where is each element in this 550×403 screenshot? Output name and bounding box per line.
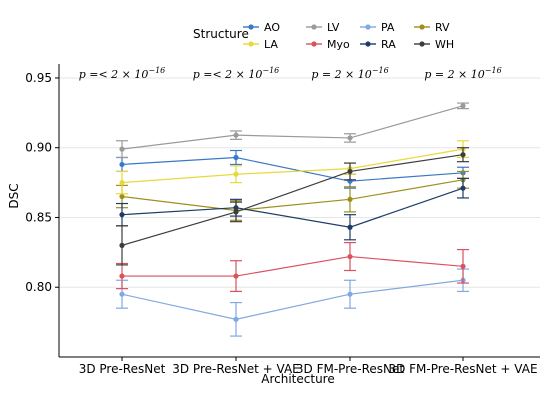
y-tick-label: 0.90 [25,141,52,155]
data-point [347,196,353,202]
data-point [233,154,239,161]
y-tick-label: 0.95 [25,71,52,85]
data-point [347,135,353,141]
data-point [460,185,466,191]
data-point [119,161,125,168]
legend-item-lv: LV [306,21,340,34]
legend-item-ra: RA [360,38,396,51]
series-ao [116,149,469,189]
x-tick-label: 3D Pre-ResNet + VAE [172,362,300,376]
y-tick-label: 0.80 [25,280,52,294]
series-myo [116,241,469,293]
data-point [233,316,239,322]
legend-label: AO [264,21,280,34]
data-point [347,224,353,230]
legend-label: Myo [327,38,350,51]
series-ra [116,177,469,241]
y-tick-label: 0.85 [25,210,52,224]
data-point [233,209,239,215]
x-tick-label: 3D FM-Pre-ResNet + VAE [388,362,537,376]
data-point [347,291,353,297]
data-point [233,273,239,279]
plot-area: p =< 2 × 10−16 p =< 2 × 10−16 p = 2 × 10−1… [25,64,540,376]
data-point [119,193,125,200]
data-point [119,273,125,279]
p-value-annotation: p = 2 × 10−16 [311,66,388,81]
legend-item-rv: RV [414,21,450,34]
legend-title: Structure [193,27,249,41]
data-point [460,152,466,158]
legend-label: RA [381,38,396,51]
series-line [121,154,464,246]
data-point [233,171,239,177]
p-value-annotation: p =< 2 × 10−16 [79,66,166,81]
legend-label: WH [435,38,454,51]
p-value-annotation: p = 2 × 10−16 [424,66,501,81]
series-line [121,179,464,212]
data-point [460,263,466,269]
legend-item-myo: Myo [306,38,350,51]
data-point [347,253,353,260]
legend-swatch-point [419,24,425,30]
x-axis-title: Architecture [261,372,334,386]
data-point [119,179,125,186]
data-point [233,132,239,138]
p-value-annotation: p =< 2 × 10−16 [193,66,280,81]
legend-swatch-point [311,24,317,30]
series-rv [116,170,469,221]
data-point [119,212,125,218]
legend: Structure AO LV PA RV LA Myo RA WH [193,21,454,51]
legend-item-pa: PA [360,21,395,34]
series-line [122,255,464,277]
legend-label: LA [264,38,278,51]
legend-swatch-point [419,41,425,47]
x-tick-label: 3D Pre-ResNet [79,362,166,376]
y-axis-title: DSC [7,183,21,208]
data-point [119,146,125,152]
legend-label: RV [435,21,450,34]
series-line [121,105,464,150]
data-point [347,168,353,175]
series-line [121,187,464,228]
series-wh [116,147,469,266]
legend-item-ao: AO [243,21,280,34]
series-lv [116,102,469,159]
legend-item-wh: WH [414,38,454,51]
data-point [119,291,125,297]
series-la [116,140,469,195]
series-pa [116,268,469,337]
x-tick-label: 3D FM-Pre-ResNet [296,362,404,376]
series-line [121,148,464,184]
legend-item-la: LA [243,38,278,51]
legend-label: PA [381,21,395,34]
data-point [119,242,125,248]
series-line [121,279,464,320]
legend-swatch-point [311,41,317,47]
legend-swatch-point [248,24,254,30]
legend-swatch-point [365,41,371,47]
legend-label: LV [327,21,340,34]
data-point [460,103,466,109]
legend-swatch-point [248,41,254,47]
legend-swatch-point [365,24,371,30]
series-line [121,156,464,182]
